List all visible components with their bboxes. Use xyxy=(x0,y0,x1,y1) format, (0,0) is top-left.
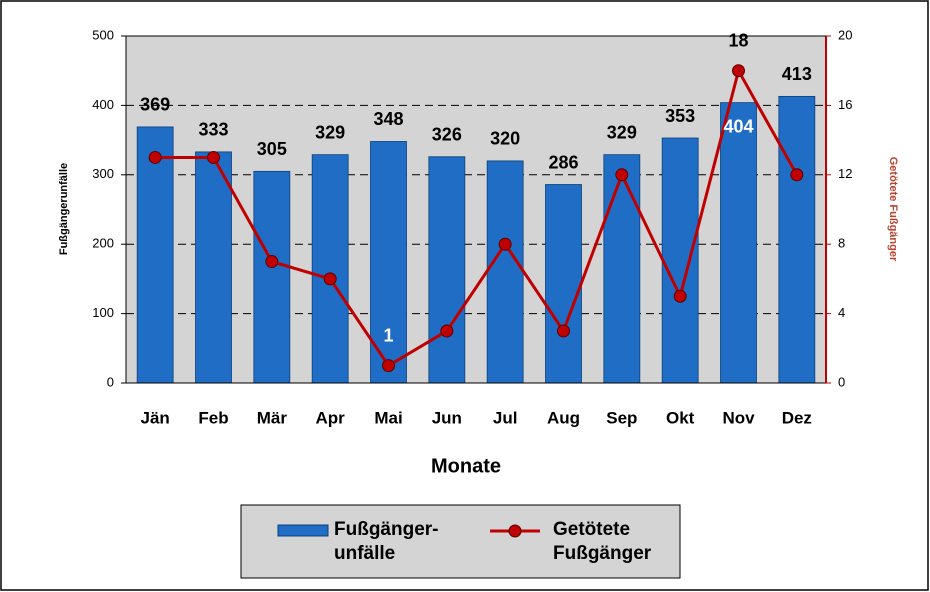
bar xyxy=(136,126,174,384)
x-tick-label: Apr xyxy=(316,408,346,427)
x-tick-label: Dez xyxy=(782,408,812,427)
line-point xyxy=(498,237,512,251)
bar xyxy=(311,154,349,384)
bar xyxy=(486,160,524,384)
x-tick-label: Aug xyxy=(547,408,580,427)
line-point xyxy=(323,272,337,286)
bar-value-label: 286 xyxy=(548,152,578,172)
bar-value-label: 329 xyxy=(607,122,637,142)
bar-value-label: 329 xyxy=(315,122,345,142)
y-tick-label: 300 xyxy=(92,166,114,181)
x-tick-label: Jun xyxy=(432,408,462,427)
y2-tick-label: 16 xyxy=(838,97,852,112)
bar xyxy=(545,184,582,384)
legend-swatch-point xyxy=(508,524,522,538)
bar xyxy=(428,156,466,384)
line-point xyxy=(265,255,279,269)
line xyxy=(155,66,799,368)
bar xyxy=(778,95,816,384)
line-point xyxy=(615,168,629,182)
legend-label: Getötete Fußgänger xyxy=(553,519,652,564)
x-tick-label: Okt xyxy=(666,408,695,427)
y-tick-label: 0 xyxy=(107,374,114,389)
x-tick-label: Sep xyxy=(606,408,637,427)
line-value-label: 1 xyxy=(383,325,393,345)
bar-value-label: 348 xyxy=(373,109,403,129)
y2-tick-label: 0 xyxy=(838,374,845,389)
line-point xyxy=(207,150,220,164)
y-tick-label: 400 xyxy=(92,97,114,112)
bar xyxy=(603,154,641,384)
bar xyxy=(720,102,757,384)
y-tick-label: 200 xyxy=(92,236,114,251)
y2-tick-label: 20 xyxy=(838,27,852,42)
bar-value-label: 404 xyxy=(723,116,753,136)
bar-value-label: 320 xyxy=(490,129,520,149)
x-tick-label: Mai xyxy=(374,408,402,427)
line-point xyxy=(440,324,454,338)
bar xyxy=(195,151,232,384)
y-axis-label: Fußgängerunfälle xyxy=(58,163,70,255)
bar-value-label: 333 xyxy=(198,120,228,140)
line-point xyxy=(382,359,395,373)
x-tick-label: Mär xyxy=(257,408,288,427)
y-tick-label: 100 xyxy=(92,305,114,320)
x-tick-label: Feb xyxy=(198,408,228,427)
y2-tick-label: 8 xyxy=(838,236,845,251)
y2-axis-label: Getötete Fußgänger xyxy=(887,157,899,262)
line-point xyxy=(790,168,804,182)
x-axis-label: Monate xyxy=(431,455,501,477)
bar xyxy=(661,137,699,384)
bar-value-label: 413 xyxy=(782,64,812,84)
bar-value-label: 369 xyxy=(140,95,170,115)
line-point xyxy=(557,324,570,338)
line-point xyxy=(732,64,745,78)
bar xyxy=(253,170,291,384)
legend xyxy=(240,504,681,579)
line-value-label: 18 xyxy=(728,30,748,50)
bar xyxy=(370,141,407,384)
bar-value-label: 353 xyxy=(665,106,695,126)
line-point xyxy=(148,150,162,164)
y-tick-label: 500 xyxy=(92,27,114,42)
bar-value-label: 305 xyxy=(257,139,287,159)
y2-tick-label: 4 xyxy=(838,305,845,320)
x-tick-label: Nov xyxy=(722,408,755,427)
legend-swatch-bar xyxy=(277,524,329,537)
bar-value-label: 326 xyxy=(432,125,462,145)
x-tick-label: Jul xyxy=(493,408,518,427)
y2-tick-label: 12 xyxy=(838,166,852,181)
x-tick-label: Jän xyxy=(141,408,170,427)
line-point xyxy=(673,289,687,303)
legend-label: Fußgänger- unfälle xyxy=(334,519,439,564)
